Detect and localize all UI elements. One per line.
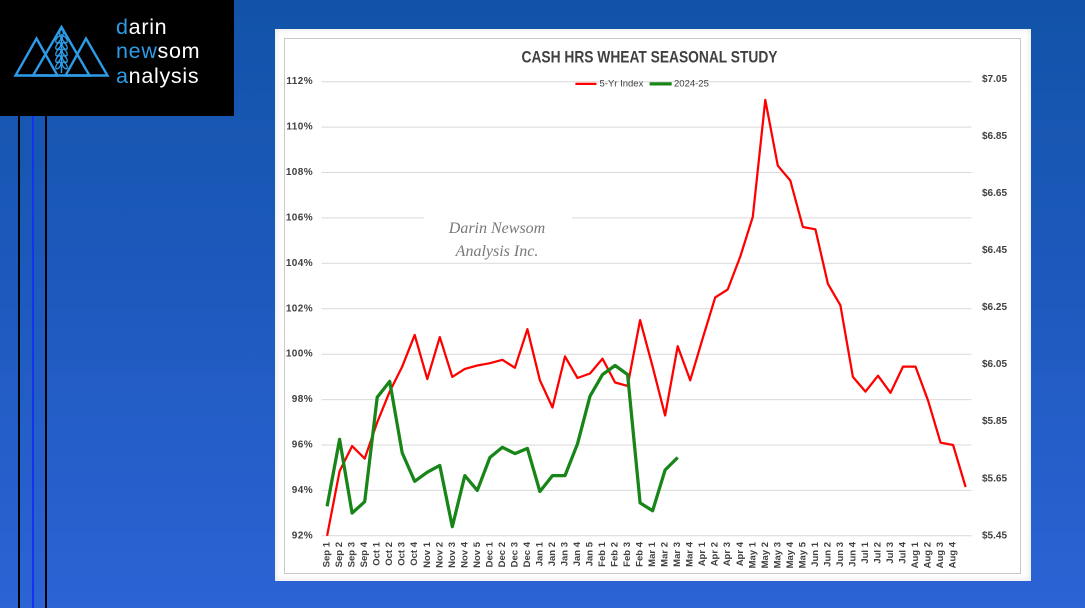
svg-text:106%: 106% [286, 212, 313, 223]
svg-text:98%: 98% [292, 394, 313, 405]
svg-text:$6.05: $6.05 [982, 359, 1007, 370]
svg-text:$5.45: $5.45 [982, 530, 1007, 541]
svg-text:May 4: May 4 [785, 541, 796, 568]
svg-text:Nov 3: Nov 3 [447, 542, 458, 568]
svg-text:May 1: May 1 [747, 541, 758, 568]
svg-text:Darin Newsom: Darin Newsom [448, 220, 545, 237]
svg-text:Nov 2: Nov 2 [434, 542, 445, 568]
svg-text:Nov 4: Nov 4 [459, 541, 470, 568]
svg-text:Oct 3: Oct 3 [397, 542, 408, 566]
svg-text:May 5: May 5 [797, 541, 808, 568]
svg-text:Aug 1: Aug 1 [910, 541, 921, 568]
svg-text:Oct 2: Oct 2 [384, 542, 395, 566]
svg-text:Jul 3: Jul 3 [885, 542, 896, 564]
svg-text:110%: 110% [286, 122, 313, 133]
svg-text:May 3: May 3 [772, 542, 783, 568]
svg-text:$5.85: $5.85 [982, 416, 1007, 427]
svg-text:Dec 3: Dec 3 [509, 542, 520, 567]
svg-text:$6.85: $6.85 [982, 131, 1007, 142]
svg-text:Nov 1: Nov 1 [422, 541, 433, 568]
svg-text:$6.65: $6.65 [982, 188, 1007, 199]
svg-text:CASH HRS WHEAT SEASONAL STUDY: CASH HRS WHEAT SEASONAL STUDY [522, 48, 779, 67]
svg-text:Feb 1: Feb 1 [597, 541, 608, 567]
svg-text:Sep 4: Sep 4 [359, 541, 370, 567]
svg-text:Mar 2: Mar 2 [660, 542, 671, 567]
svg-text:Jan 5: Jan 5 [585, 541, 596, 566]
svg-text:Feb 3: Feb 3 [622, 542, 633, 567]
svg-text:$6.25: $6.25 [982, 302, 1007, 313]
svg-text:Apr 4: Apr 4 [735, 541, 746, 566]
svg-text:Analysis Inc.: Analysis Inc. [455, 243, 539, 260]
svg-text:Jun 1: Jun 1 [810, 541, 821, 567]
svg-text:Apr 1: Apr 1 [697, 541, 708, 566]
svg-text:Mar 1: Mar 1 [647, 541, 658, 567]
svg-text:Feb 4: Feb 4 [635, 541, 646, 567]
svg-text:Oct 1: Oct 1 [372, 541, 383, 565]
svg-text:Aug 2: Aug 2 [923, 542, 934, 568]
svg-text:Mar 3: Mar 3 [672, 542, 683, 567]
svg-text:Oct 4: Oct 4 [409, 541, 420, 565]
svg-text:Apr 2: Apr 2 [710, 542, 721, 566]
svg-text:Jun 3: Jun 3 [835, 542, 846, 567]
svg-text:Aug 4: Aug 4 [948, 541, 959, 568]
svg-text:Mar 4: Mar 4 [685, 541, 696, 567]
svg-text:Jan 2: Jan 2 [547, 542, 558, 566]
svg-text:Jul 2: Jul 2 [873, 542, 884, 564]
svg-text:Sep 2: Sep 2 [334, 542, 345, 567]
svg-text:Nov 5: Nov 5 [472, 541, 483, 568]
svg-text:Aug 3: Aug 3 [935, 542, 946, 568]
svg-text:Sep 3: Sep 3 [347, 542, 358, 567]
svg-text:5-Yr Index: 5-Yr Index [600, 79, 644, 90]
svg-text:$7.05: $7.05 [982, 74, 1007, 85]
svg-text:Dec 4: Dec 4 [522, 541, 533, 567]
svg-text:Feb 2: Feb 2 [610, 542, 621, 567]
svg-text:102%: 102% [286, 303, 313, 314]
svg-text:92%: 92% [292, 530, 313, 541]
svg-text:100%: 100% [286, 349, 313, 360]
svg-text:$6.45: $6.45 [982, 245, 1007, 256]
svg-text:Dec 2: Dec 2 [497, 542, 508, 567]
svg-text:112%: 112% [286, 76, 313, 87]
svg-text:Jul 4: Jul 4 [898, 541, 909, 563]
svg-text:Dec 1: Dec 1 [484, 541, 495, 567]
svg-text:$5.65: $5.65 [982, 473, 1007, 484]
svg-text:Jan 4: Jan 4 [572, 541, 583, 566]
svg-text:2024-25: 2024-25 [674, 79, 709, 90]
svg-text:104%: 104% [286, 258, 313, 269]
svg-text:108%: 108% [286, 167, 313, 178]
svg-text:May 2: May 2 [760, 542, 771, 568]
svg-text:Jun 4: Jun 4 [847, 541, 858, 567]
svg-text:96%: 96% [292, 440, 313, 451]
svg-text:Apr 3: Apr 3 [722, 542, 733, 566]
svg-text:Jul 1: Jul 1 [860, 541, 871, 563]
svg-text:Jun 2: Jun 2 [822, 542, 833, 567]
svg-text:94%: 94% [292, 485, 313, 496]
svg-text:Sep 1: Sep 1 [322, 541, 333, 567]
svg-text:Jan 3: Jan 3 [560, 542, 571, 566]
svg-text:Jan 1: Jan 1 [534, 541, 545, 566]
